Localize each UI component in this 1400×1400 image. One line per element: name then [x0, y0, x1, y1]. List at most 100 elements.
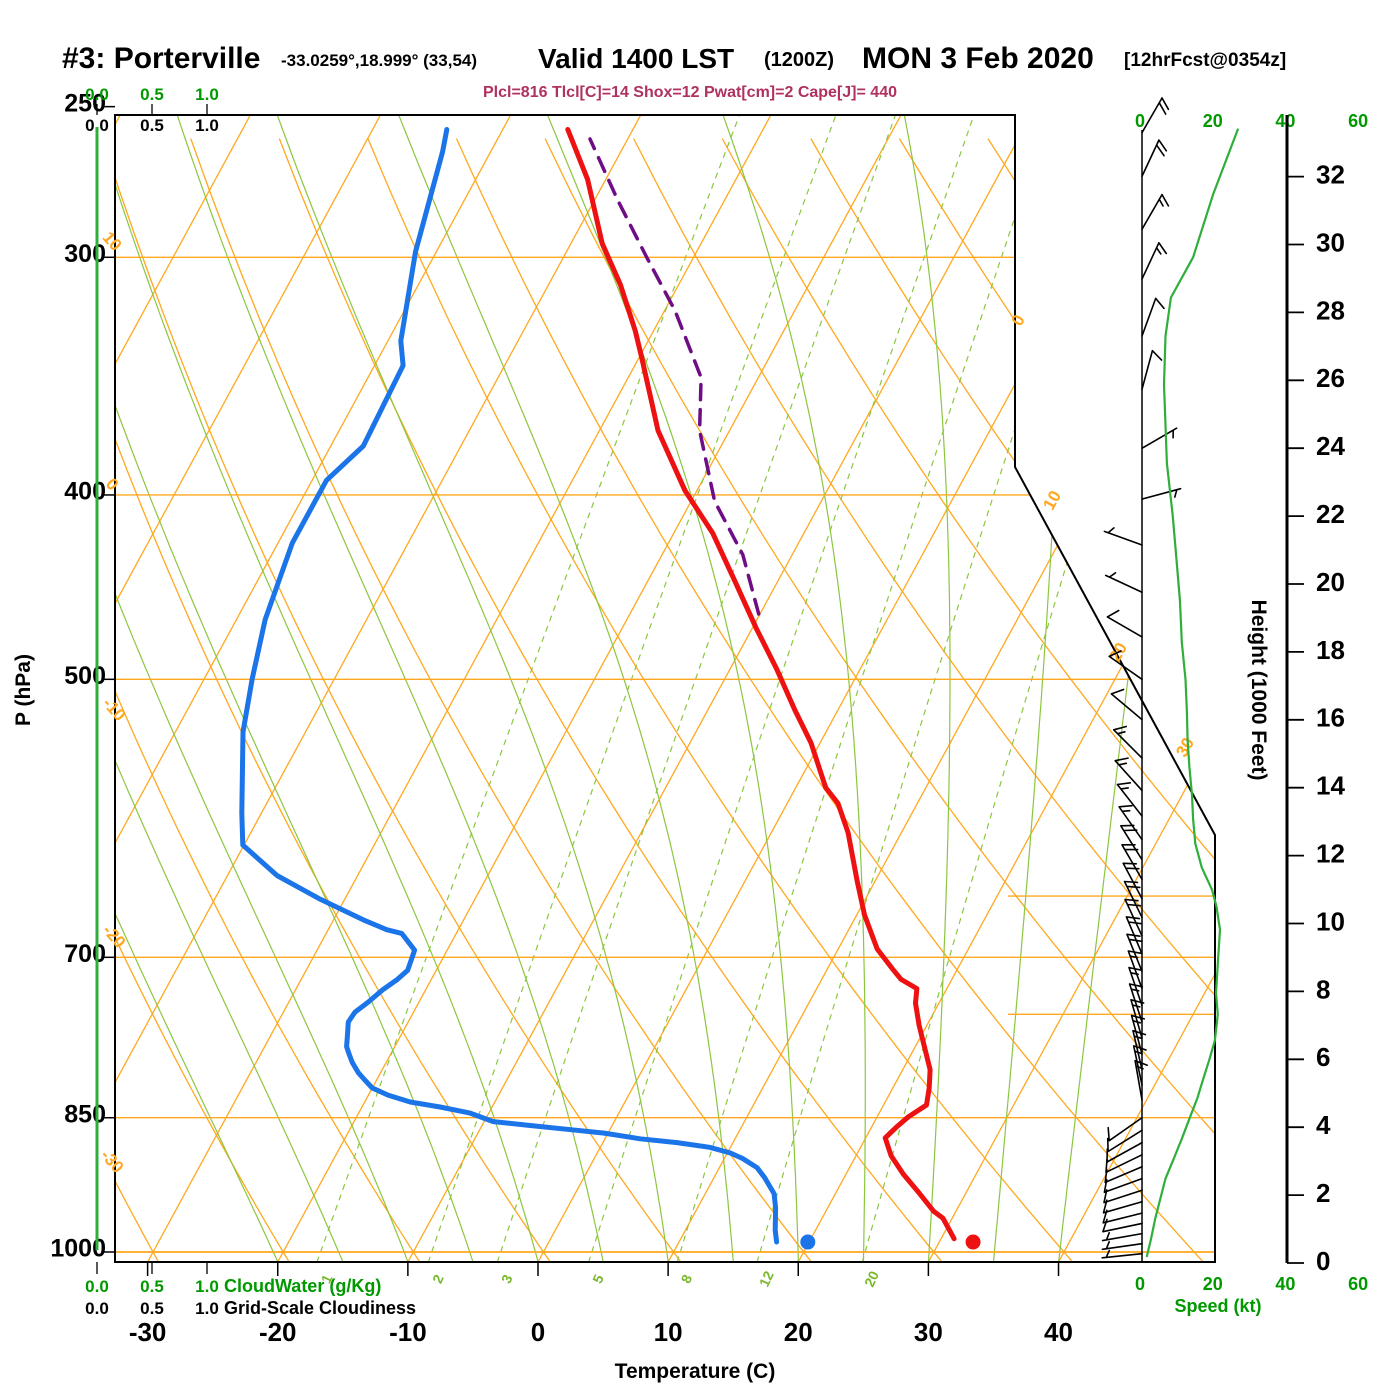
- mixing-ratio-line: [496, 115, 897, 1262]
- wind-barb: [1108, 650, 1143, 681]
- wind-barb: [1141, 193, 1170, 231]
- temperature-tick-label: 40: [1044, 1317, 1073, 1347]
- height-tick-label: 2: [1316, 1178, 1330, 1208]
- temperature-tick-label: 20: [784, 1317, 813, 1347]
- temperature-curve: [565, 127, 957, 1242]
- wind-barb: [1121, 844, 1143, 881]
- cloudiness-scale-label-top: 0.5: [140, 116, 164, 135]
- isotherm-edge-label: 0: [1008, 312, 1029, 329]
- pressure-tick-label: 500: [64, 662, 106, 690]
- cloudwater-scale-label-bottom: 0.5: [140, 1277, 164, 1296]
- isotherm-line: [115, 115, 382, 1262]
- isotherm-edge-label: 10: [1039, 487, 1065, 513]
- wind-barb: [1101, 1249, 1143, 1259]
- isotherm-line: [115, 115, 642, 1262]
- wind-barb: [1102, 1218, 1143, 1233]
- temperature-tick-label: 30: [914, 1317, 943, 1347]
- dry-adiabat-line: [633, 138, 1215, 1262]
- wind-barb: [1104, 1165, 1143, 1184]
- wind-barb: [1112, 725, 1143, 759]
- background-grid: [115, 115, 1215, 1262]
- wind-barb: [1120, 824, 1143, 861]
- mixing-ratio-line: [861, 115, 1209, 1262]
- height-tick-label: 28: [1316, 295, 1345, 325]
- height-tick-label: 32: [1316, 159, 1345, 189]
- wind-barb: [1128, 966, 1143, 1007]
- isotherm-line: [797, 115, 1215, 1262]
- pressure-tick-label: 300: [64, 240, 106, 268]
- height-tick-label: 16: [1316, 703, 1345, 733]
- wind-speed-curve: [1145, 128, 1239, 1258]
- pressure-tick-label: 850: [64, 1100, 106, 1128]
- wind-barb: [1141, 97, 1170, 134]
- wind-barb: [1103, 1189, 1143, 1204]
- wind-barb: [1101, 1232, 1143, 1242]
- pressure-tick-label: 700: [64, 940, 106, 968]
- parcel-ascent-curve: [588, 137, 761, 616]
- dry-adiabat-line: [190, 138, 812, 1262]
- plot-frame: [114, 114, 1216, 1263]
- speed-scale-label-bottom: 20: [1203, 1274, 1223, 1294]
- valid-time: Valid 1400 LST: [538, 43, 734, 74]
- height-tick-label: 6: [1316, 1042, 1330, 1072]
- mixing-ratio-label: 20: [861, 1268, 882, 1289]
- wind-barb: [1141, 349, 1163, 391]
- mixing-ratio-line: [756, 115, 1119, 1262]
- valid-zulu: (1200Z): [764, 49, 834, 71]
- moist-adiabat-line: [397, 115, 734, 1262]
- dry-adiabat-line: [278, 138, 943, 1262]
- speed-scale-label-bottom: 40: [1275, 1274, 1295, 1294]
- cloudiness-scale-label-bottom: 0.0: [85, 1299, 109, 1318]
- isotherm-line: [1057, 115, 1215, 1262]
- cloudiness-scale-label-bottom: 0.5: [140, 1299, 164, 1318]
- mixing-ratio-label: 3: [498, 1272, 516, 1286]
- wind-barbs: [1101, 97, 1182, 1259]
- wind-barb: [1103, 527, 1143, 546]
- moist-adiabat-line: [115, 115, 344, 1262]
- wind-barb: [1122, 862, 1143, 900]
- mixing-ratio-label: 5: [589, 1272, 607, 1286]
- mixing-ratio-label: 2: [429, 1272, 447, 1286]
- mixing-ratio-label: 12: [756, 1268, 777, 1289]
- isotherm-line: [115, 115, 251, 1262]
- moist-adiabat-line: [546, 115, 799, 1262]
- dry-adiabat-line: [115, 138, 682, 1262]
- isotherm-line: [277, 115, 902, 1262]
- wind-barb: [1118, 804, 1143, 841]
- dry-adiabat-edge-label: -30: [97, 1146, 128, 1177]
- wind-barb: [1132, 1045, 1147, 1086]
- height-tick-label: 0: [1316, 1246, 1330, 1276]
- wind-barb: [1102, 1209, 1143, 1224]
- wind-barb: [1130, 999, 1145, 1039]
- wind-barb: [1106, 609, 1143, 638]
- moist-adiabat-line: [115, 115, 409, 1262]
- station-coords: -33.0259°,18.999° (33,54): [281, 51, 477, 70]
- profile-curves: [239, 127, 957, 1245]
- wind-barb: [1127, 950, 1143, 990]
- temperature-tick-label: 10: [654, 1317, 683, 1347]
- cloudiness-scale-label-bottom: 1.0: [195, 1299, 219, 1318]
- isotherm-line: [147, 115, 772, 1262]
- height-tick-label: 14: [1316, 771, 1345, 801]
- speed-scale-label-top: 20: [1203, 111, 1223, 131]
- speed-scale-label-top: 0: [1135, 111, 1145, 131]
- wind-barb: [1141, 427, 1178, 450]
- mixing-ratio-line: [588, 115, 976, 1262]
- wind-barb: [1114, 757, 1143, 792]
- temperature-tick-label: -30: [129, 1317, 167, 1347]
- moist-adiabat-line: [721, 115, 866, 1262]
- dry-adiabat-line: [367, 138, 1074, 1262]
- dry-adiabat-line: [115, 138, 290, 1262]
- wind-barb: [1141, 242, 1168, 280]
- diagnostics-line: Plcl=816 Tlcl[C]=14 Shox=12 Pwat[cm]=2 C…: [483, 84, 897, 101]
- speed-axis-label: Speed (kt): [1174, 1296, 1261, 1316]
- temperature-tick-label: 0: [531, 1317, 545, 1347]
- wind-barb: [1106, 1129, 1143, 1153]
- isotherm-line: [927, 115, 1215, 1262]
- valid-date: MON 3 Feb 2020: [862, 42, 1094, 75]
- height-tick-label: 18: [1316, 635, 1345, 665]
- dry-adiabat-line: [115, 138, 551, 1262]
- dry-adiabat-line: [456, 138, 1204, 1262]
- wind-barb: [1141, 139, 1168, 178]
